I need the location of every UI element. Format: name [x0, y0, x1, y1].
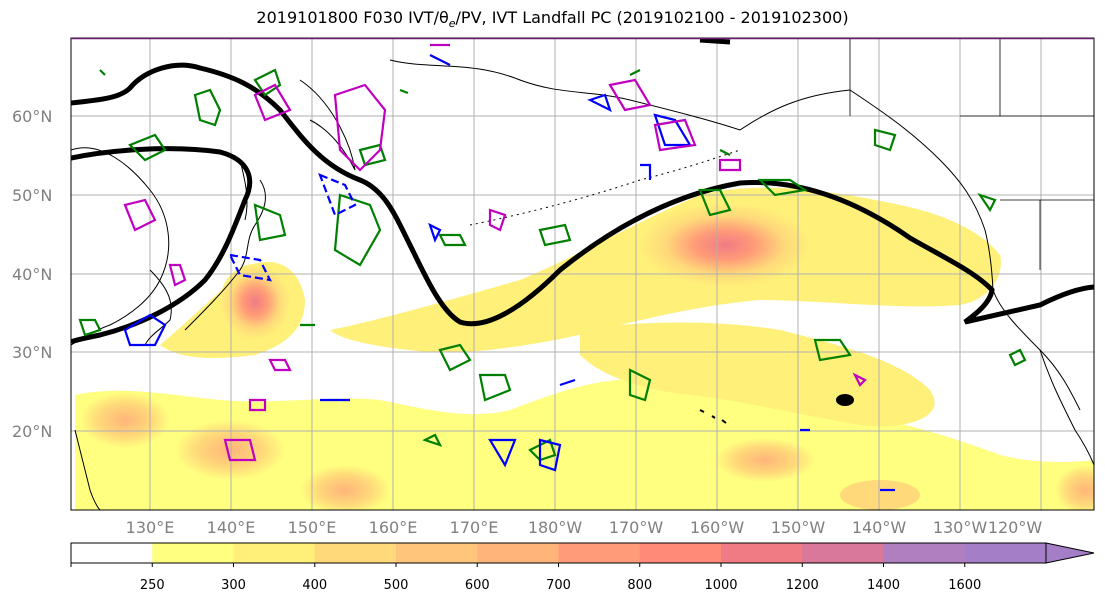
graticule: [71, 38, 1094, 510]
ivt-shading: [75, 187, 1094, 510]
lat-label-40: 40°N: [12, 265, 52, 284]
map-panel: [71, 38, 1094, 510]
pv-contours: [123, 54, 895, 492]
lon-label-180w: 180°W: [528, 518, 583, 537]
lon-label-160e: 160°E: [369, 518, 418, 537]
coastlines: [71, 38, 1094, 510]
coast-asia: [71, 147, 170, 346]
coast-baja: [1039, 349, 1094, 466]
ivt-landfall-pc-blob: [836, 394, 854, 406]
colorbar-segments: [71, 543, 1047, 563]
colorbar-extend-arrow: [1045, 542, 1095, 564]
colorbar-segment: [233, 543, 316, 563]
coast-alaska: [849, 89, 1081, 411]
colorbar-segment: [639, 543, 722, 563]
lon-label-170e: 170°E: [450, 518, 499, 537]
colorbar-segment: [883, 543, 966, 563]
colorbar-tick-label: 250: [140, 578, 165, 593]
colorbar-segment: [396, 543, 478, 563]
colorbar-tick-label: 800: [627, 578, 652, 593]
colorbar-segment: [71, 543, 153, 563]
colorbar-tick-label: 1200: [786, 578, 819, 593]
colorbar-segment: [802, 543, 884, 563]
lon-label-130e: 130°E: [126, 518, 175, 537]
ivt-core-south-4: [715, 438, 815, 482]
ivt-core-pacific: [640, 203, 810, 287]
ivt-landfall-pc-contour-2: [71, 62, 1094, 327]
colorbar-tick-label: 700: [546, 578, 571, 593]
coast-aleutians: [469, 149, 741, 226]
colorbar-tick-label: 1400: [867, 578, 900, 593]
lat-label-30: 30°N: [12, 343, 52, 362]
ivt-core-south-5: [1055, 465, 1094, 510]
colorbar-tick-label: 1600: [948, 578, 981, 593]
lon-label-140w: 140°W: [852, 518, 907, 537]
lon-label-150e: 150°E: [288, 518, 337, 537]
colorbar-ticks: 250 300 400 500 600 700 800 1000 1200 1400 1600: [70, 563, 981, 593]
colorbar-tick-label: 400: [302, 578, 327, 593]
colorbar-tick-label: 500: [384, 578, 409, 593]
ivt-landfall-pc-contour: [71, 146, 253, 345]
coast-philippines: [74, 429, 101, 510]
lon-label-120w: 120°W: [988, 518, 1043, 537]
colorbar-segment: [721, 543, 803, 563]
colorbar-segment: [558, 543, 641, 563]
lon-label-160w: 160°W: [690, 518, 745, 537]
ivt-core-japan: [220, 264, 290, 340]
lon-label-140e: 140°E: [207, 518, 256, 537]
colorbar: 250 300 400 500 600 700 800 1000 1200 1400 1600: [70, 542, 1095, 593]
lat-label-50: 50°N: [12, 186, 52, 205]
map-title: 2019101800 F030 IVT/θe/PV, IVT Landfall …: [256, 8, 849, 31]
lat-labels: 60°N 50°N 40°N 30°N 20°N: [12, 107, 52, 441]
lon-labels: 130°E 140°E 150°E 160°E 170°E 180°W 170°…: [126, 518, 1043, 537]
ivt-core-south-6: [840, 480, 920, 510]
coast-kamchatka: [299, 79, 356, 171]
us-borders: [849, 38, 1094, 270]
lon-label-130w: 130°W: [933, 518, 988, 537]
coast-japan: [184, 179, 266, 331]
coast-hawaii: [699, 409, 727, 424]
ivt-landfall-pc-contour-3: [699, 38, 731, 45]
colorbar-segment: [964, 543, 1047, 563]
colorbar-tick-label: 600: [465, 578, 490, 593]
colorbar-tick-label: 1000: [704, 578, 737, 593]
colorbar-tick-label: 300: [221, 578, 246, 593]
coast-korea: [144, 269, 172, 346]
lon-label-150w: 150°W: [771, 518, 826, 537]
lon-label-170w: 170°W: [609, 518, 664, 537]
lat-label-20: 20°N: [12, 422, 52, 441]
coast-bering: [389, 59, 851, 131]
colorbar-segment: [152, 543, 234, 563]
lat-label-60: 60°N: [12, 107, 52, 126]
colorbar-segment: [314, 543, 397, 563]
theta-e-contours: [78, 68, 1027, 462]
ivt-core-south-3: [300, 465, 390, 510]
ivt-core-south-1: [80, 392, 170, 448]
ivt-core-south-2: [175, 420, 285, 480]
colorbar-segment: [477, 543, 559, 563]
magenta-contours: [123, 43, 867, 462]
